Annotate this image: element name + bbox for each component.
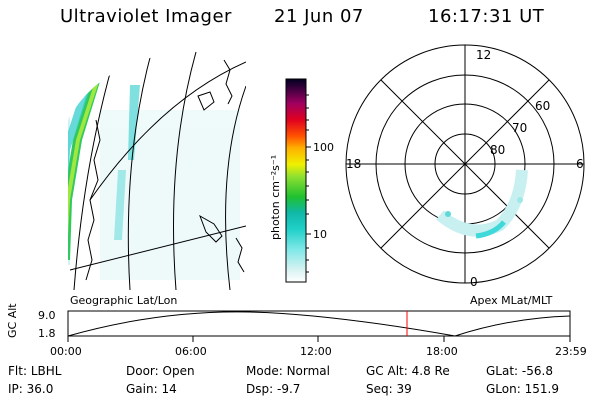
time-label: 16:17:31 UT: [428, 6, 545, 27]
date-label: 21 Jun 07: [274, 6, 364, 27]
info-gc-alt: GC Alt: 4.8 Re: [366, 364, 450, 378]
altitude-strip: [67, 310, 571, 342]
lat-label-60: 60: [535, 99, 550, 113]
info-filter: Flt: LBHL: [8, 364, 62, 378]
info-dsp: Dsp: -9.7: [246, 382, 301, 396]
secondary-emission-band: [128, 85, 140, 160]
xtick-0600: 06:00: [175, 345, 207, 358]
info-ip: IP: 36.0: [8, 382, 54, 396]
lat-label-70: 70: [512, 121, 527, 135]
lat-label-80: 80: [490, 143, 505, 157]
info-glon: GLon: 151.9: [486, 382, 559, 396]
info-door: Door: Open: [126, 364, 195, 378]
altitude-ytick-top: 9.0: [38, 309, 56, 322]
right-panel-caption: Apex MLat/MLT: [470, 294, 553, 307]
mlt-label-6: 6: [576, 157, 584, 171]
xtick-2359: 23:59: [555, 345, 587, 358]
left-panel-caption: Geographic Lat/Lon: [70, 294, 178, 307]
mlt-label-12: 12: [476, 48, 491, 62]
geographic-image: [68, 49, 246, 290]
info-gain: Gain: 14: [126, 382, 177, 396]
mlt-label-0: 0: [470, 275, 478, 289]
info-seq: Seq: 39: [366, 382, 412, 396]
lat-lon-grid: [69, 49, 246, 290]
bright-emission-band: [68, 62, 106, 260]
xtick-1800: 18:00: [426, 345, 458, 358]
polar-plot: [345, 44, 585, 284]
altitude-curve: [67, 311, 571, 337]
xtick-1200: 12:00: [300, 345, 332, 358]
colorbar-tick-10: 10: [313, 228, 327, 241]
xtick-0000: 00:00: [50, 345, 82, 358]
colorbar-unit-label: photon cm⁻²s⁻¹: [269, 155, 282, 240]
info-mode: Mode: Normal: [246, 364, 330, 378]
colorbar-tick-100: 100: [313, 141, 334, 154]
instrument-title: Ultraviolet Imager: [60, 6, 232, 27]
color-bar: 100 10 photon cm⁻²s⁻¹: [269, 78, 334, 283]
info-glat: GLat: -56.8: [486, 364, 553, 378]
altitude-ytick-bottom: 1.8: [38, 327, 56, 340]
polar-emission: [436, 169, 528, 239]
altitude-ylabel: GC Alt: [6, 303, 19, 338]
mlt-label-18: 18: [346, 157, 361, 171]
